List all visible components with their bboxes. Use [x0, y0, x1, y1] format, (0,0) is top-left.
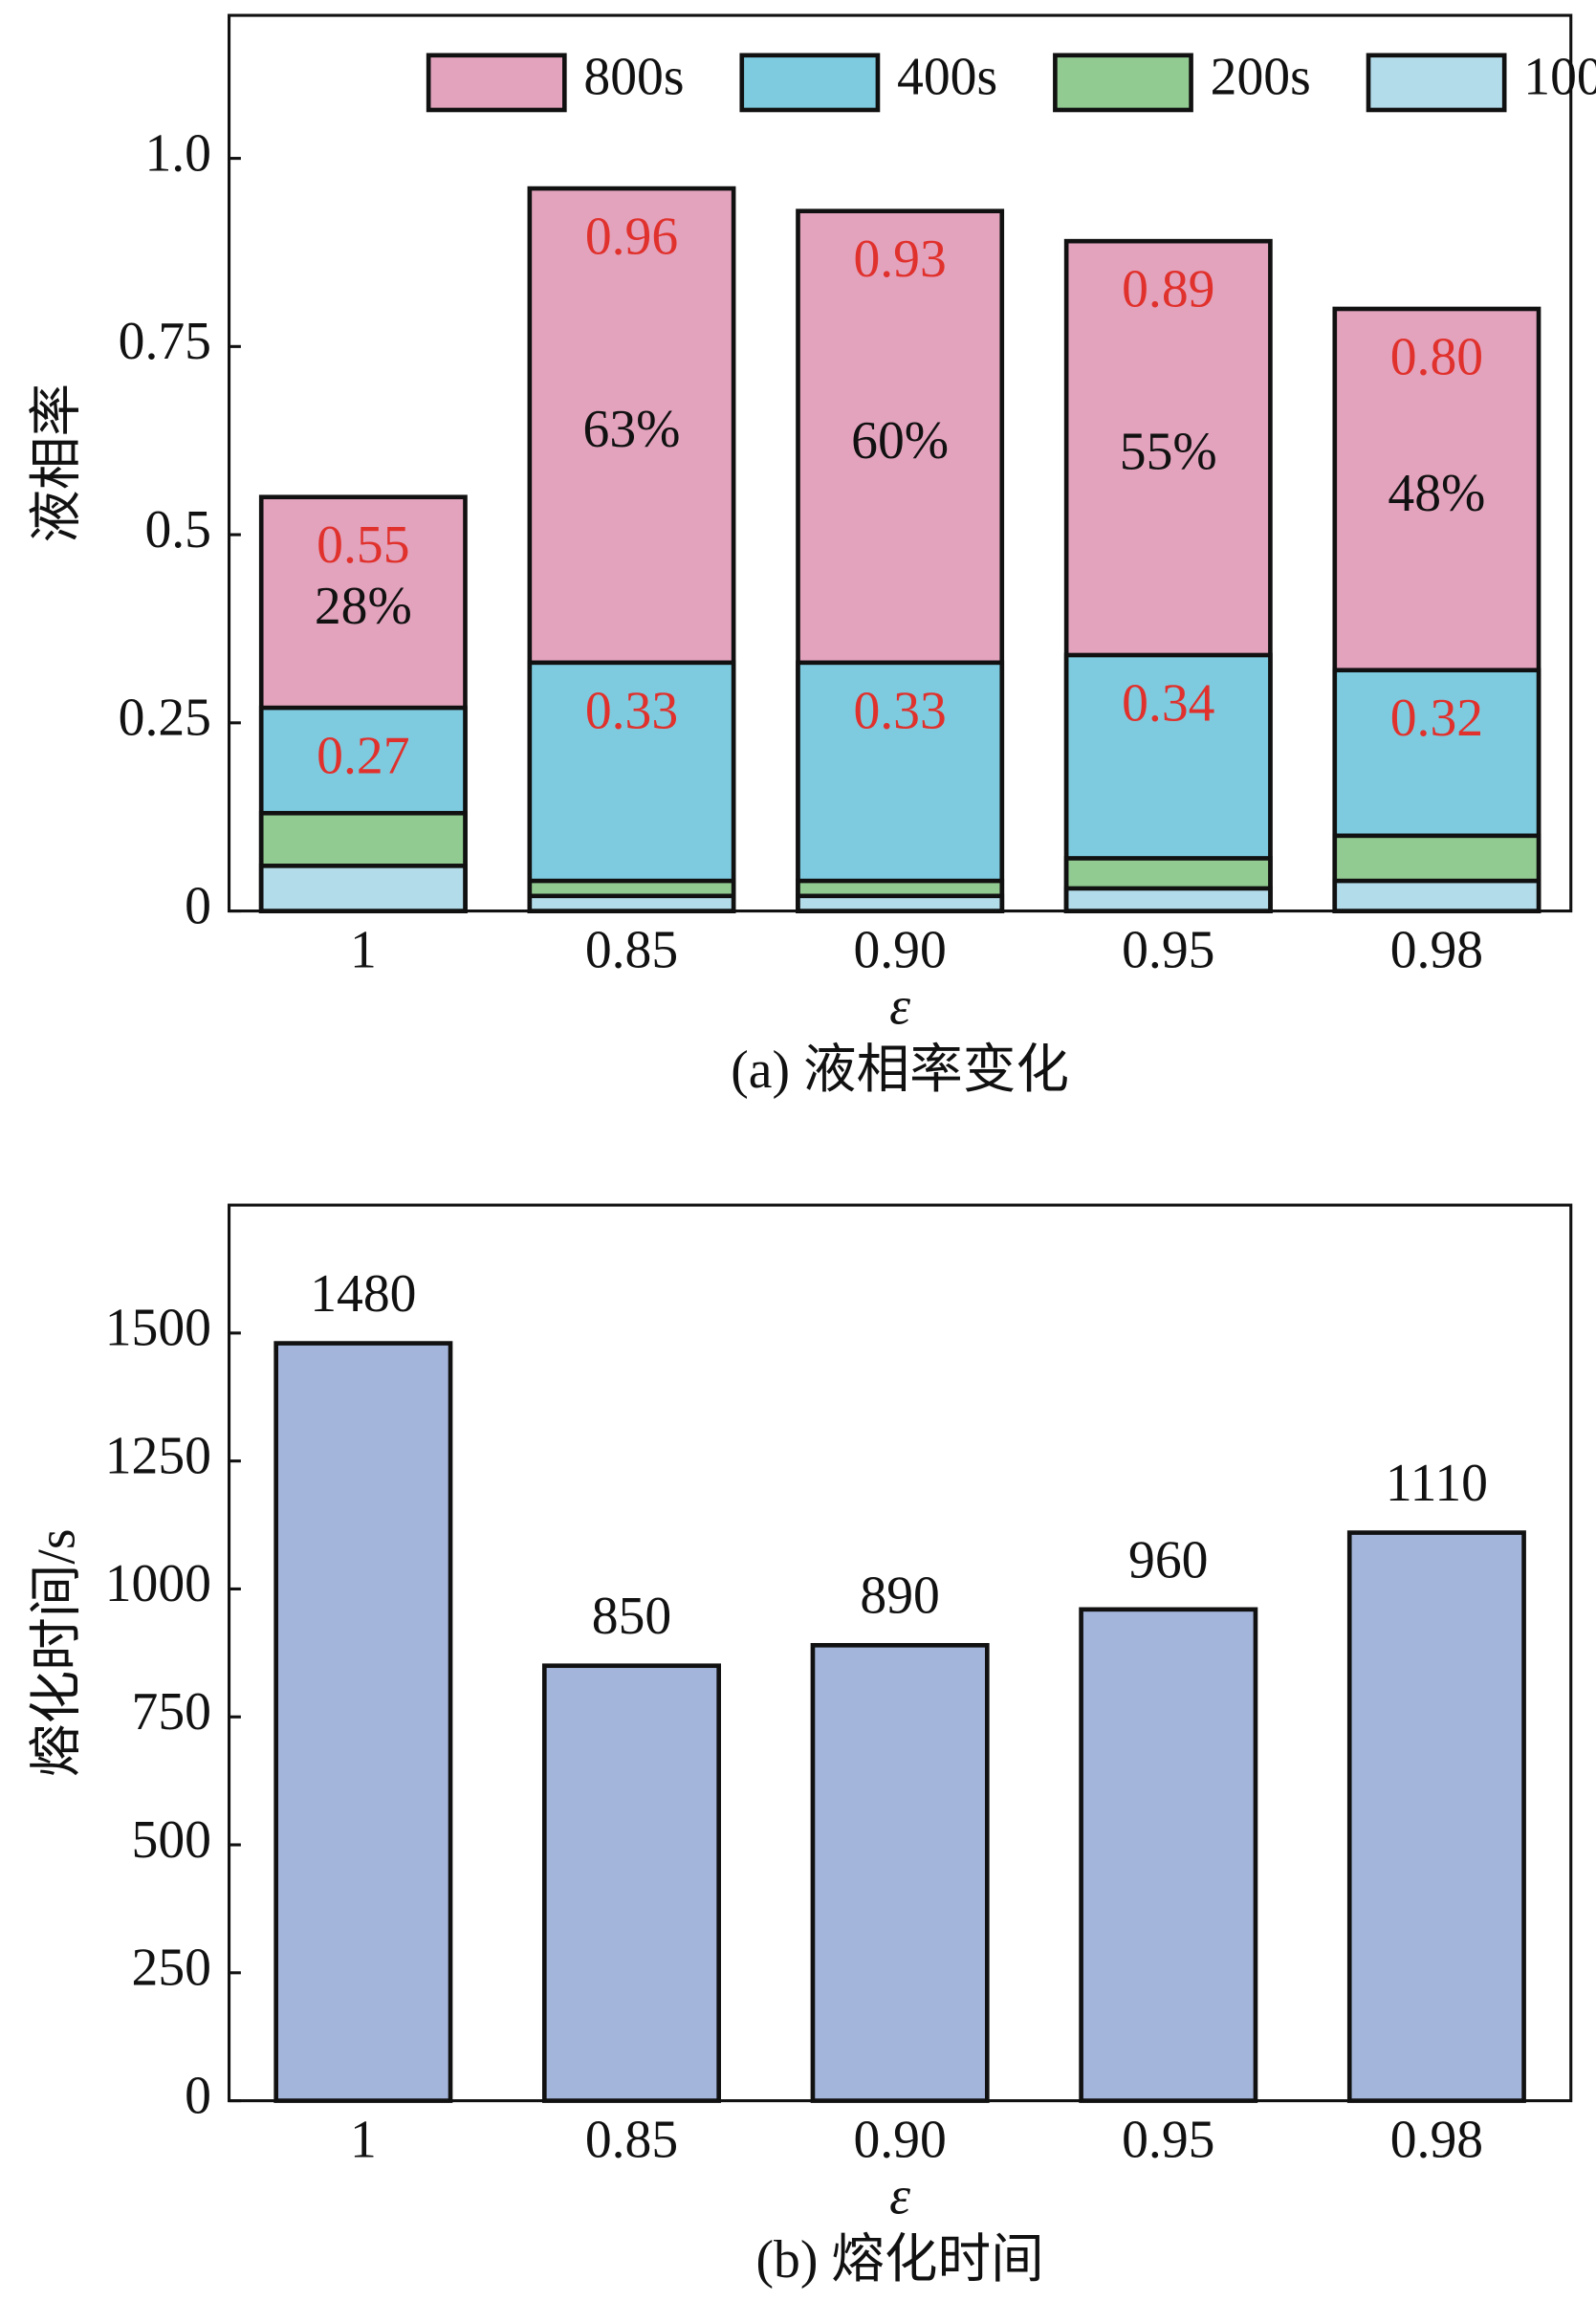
data-label: 0.93	[853, 230, 946, 289]
bar	[1079, 1607, 1258, 2103]
bar	[258, 864, 468, 913]
x-tick-label: 1	[350, 2111, 377, 2170]
y-tick-label: 0.75	[119, 312, 211, 371]
annotation: 63%	[583, 400, 681, 459]
data-label: 1110	[1386, 1454, 1488, 1513]
bar	[1332, 878, 1541, 913]
x-tick-label: 0.85	[585, 2111, 678, 2170]
legend-label: 200s	[1211, 47, 1311, 106]
y-tick-label: 0	[185, 876, 211, 935]
data-label: 0.33	[585, 681, 678, 740]
x-tick-label: 1	[350, 921, 377, 980]
legend-swatch	[426, 53, 567, 113]
bar	[796, 893, 1005, 913]
data-label: 1480	[310, 1264, 416, 1324]
data-label: 0.96	[585, 207, 678, 266]
y-axis-label: 液相率	[28, 384, 87, 543]
bar	[273, 1341, 453, 2103]
legend-swatch	[1366, 53, 1507, 113]
bar	[527, 660, 736, 913]
x-axis-label: ε	[889, 976, 910, 1036]
y-tick-label: 0	[185, 2066, 211, 2125]
x-tick-label: 0.95	[1122, 2111, 1214, 2170]
data-label: 0.32	[1390, 689, 1483, 748]
annotation: 48%	[1388, 464, 1485, 523]
data-label: 0.80	[1390, 327, 1483, 386]
legend-swatch	[739, 53, 881, 113]
caption: (a) 液相率变化	[731, 1041, 1069, 1100]
bar	[527, 893, 736, 913]
bar	[1346, 1530, 1526, 2103]
legend-label: 800s	[583, 47, 684, 106]
bar	[810, 1642, 990, 2103]
y-tick-label: 1250	[105, 1426, 211, 1485]
y-tick-label: 250	[132, 1939, 211, 1998]
legend-swatch	[1053, 53, 1193, 113]
data-label: 960	[1128, 1530, 1208, 1589]
caption: (b) 熔化时间	[755, 2230, 1043, 2290]
data-label: 0.89	[1122, 260, 1214, 319]
x-tick-label: 0.98	[1390, 921, 1483, 980]
x-tick-label: 0.90	[853, 921, 946, 980]
annotation: 60%	[851, 411, 949, 471]
data-label: 0.27	[317, 726, 409, 785]
plot-frame	[227, 1203, 1573, 2103]
x-tick-label: 0.90	[853, 2111, 946, 2170]
plot-frame	[227, 13, 1573, 913]
y-tick-label: 1500	[105, 1299, 211, 1358]
y-tick-label: 500	[132, 1810, 211, 1870]
bar	[796, 660, 1005, 913]
y-tick-label: 0.25	[119, 689, 211, 748]
bar	[541, 1663, 721, 2103]
bar	[1063, 886, 1273, 913]
annotation: 28%	[315, 577, 412, 636]
y-tick-label: 0.5	[144, 500, 211, 559]
annotation: 55%	[1120, 423, 1217, 482]
legend-label: 100s	[1523, 47, 1596, 106]
data-label: 0.55	[317, 515, 409, 575]
y-tick-label: 1000	[105, 1554, 211, 1613]
x-tick-label: 0.95	[1122, 921, 1214, 980]
data-label: 890	[860, 1567, 939, 1626]
y-tick-label: 750	[132, 1682, 211, 1742]
data-label: 0.34	[1122, 673, 1214, 733]
y-tick-label: 1.0	[144, 123, 211, 183]
y-axis-label: 熔化时间/s	[28, 1529, 87, 1778]
x-axis-label: ε	[889, 2166, 910, 2225]
data-label: 0.33	[853, 681, 946, 740]
x-tick-label: 0.98	[1390, 2111, 1483, 2170]
legend-label: 400s	[897, 47, 997, 106]
data-label: 850	[592, 1587, 671, 1646]
x-tick-label: 0.85	[585, 921, 678, 980]
